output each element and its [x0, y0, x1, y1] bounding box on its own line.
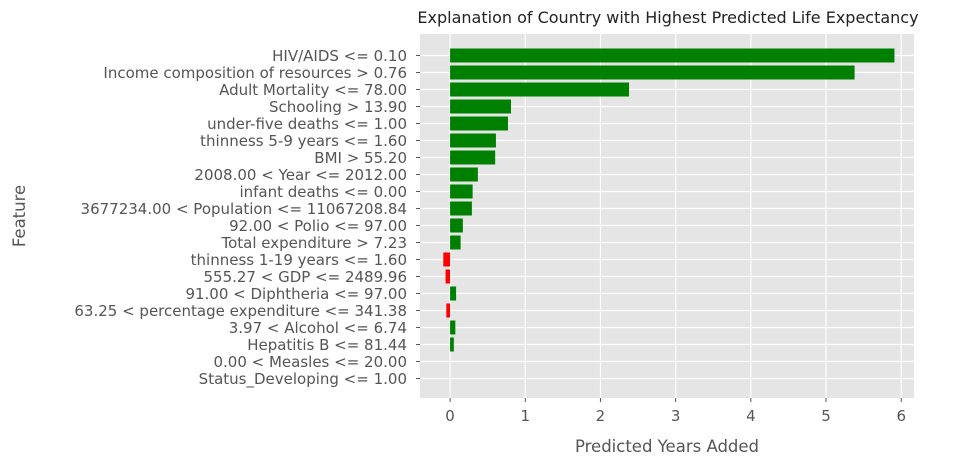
- bars: [443, 48, 895, 352]
- bar: [450, 320, 456, 335]
- x-tick-labels: 0 1 2 3 4 5 6: [445, 407, 906, 425]
- y-tick-label: under-five deaths <= 1.00: [207, 115, 407, 133]
- bar: [450, 99, 511, 114]
- bar: [450, 167, 478, 182]
- y-tick-label: 2008.00 < Year <= 2012.00: [194, 166, 407, 184]
- bar: [450, 133, 496, 148]
- y-tick-label: thinness 1-19 years <= 1.60: [191, 251, 407, 269]
- bar: [450, 201, 472, 216]
- x-tick-label: 1: [520, 407, 530, 425]
- y-tick-label: Income composition of resources > 0.76: [103, 64, 407, 82]
- x-axis-label: Predicted Years Added: [575, 437, 759, 456]
- y-tick-label: 0.00 < Measles <= 20.00: [213, 353, 407, 371]
- bar: [450, 337, 454, 352]
- x-tick-label: 6: [896, 407, 906, 425]
- bar: [450, 82, 630, 97]
- bar: [450, 48, 895, 63]
- y-tick-label: BMI > 55.20: [314, 149, 407, 167]
- bar: [450, 235, 461, 250]
- y-tick-label: Total expenditure > 7.23: [220, 234, 407, 252]
- y-tick-label: Adult Mortality <= 78.00: [219, 81, 407, 99]
- x-tick-label: 3: [671, 407, 681, 425]
- y-tick-label: 91.00 < Diphtheria <= 97.00: [185, 285, 407, 303]
- x-tick-label: 0: [445, 407, 455, 425]
- y-axis-label: Feature: [10, 185, 29, 247]
- y-tick-label: HIV/AIDS <= 0.10: [272, 47, 407, 65]
- bar: [450, 150, 496, 165]
- bar: [450, 184, 473, 199]
- y-tick-label: 555.27 < GDP <= 2489.96: [203, 268, 407, 286]
- bar: [443, 252, 451, 267]
- bar: [450, 116, 508, 131]
- y-tick-label: Hepatitis B <= 81.44: [247, 336, 407, 354]
- y-tick-label: Schooling > 13.90: [269, 98, 407, 116]
- y-tick-label: 63.25 < percentage expenditure <= 341.38: [74, 302, 407, 320]
- y-tick-label: 92.00 < Polio <= 97.00: [229, 217, 407, 235]
- bar: [446, 303, 451, 318]
- bar: [450, 286, 457, 301]
- bar: [450, 65, 855, 80]
- x-tick-label: 4: [746, 407, 756, 425]
- y-tick-label: 3.97 < Alcohol <= 6.74: [229, 319, 407, 337]
- y-tick-label: Status_Developing <= 1.00: [199, 370, 407, 389]
- chart-title: Explanation of Country with Highest Pred…: [417, 8, 918, 27]
- y-tick-label: infant deaths <= 0.00: [239, 183, 407, 201]
- bar: [445, 269, 451, 284]
- y-tick-label: thinness 5-9 years <= 1.60: [200, 132, 407, 150]
- x-tick-label: 5: [821, 407, 831, 425]
- y-tick-label: 3677234.00 < Population <= 11067208.84: [81, 200, 407, 218]
- bar: [450, 218, 463, 233]
- x-tick-label: 2: [596, 407, 606, 425]
